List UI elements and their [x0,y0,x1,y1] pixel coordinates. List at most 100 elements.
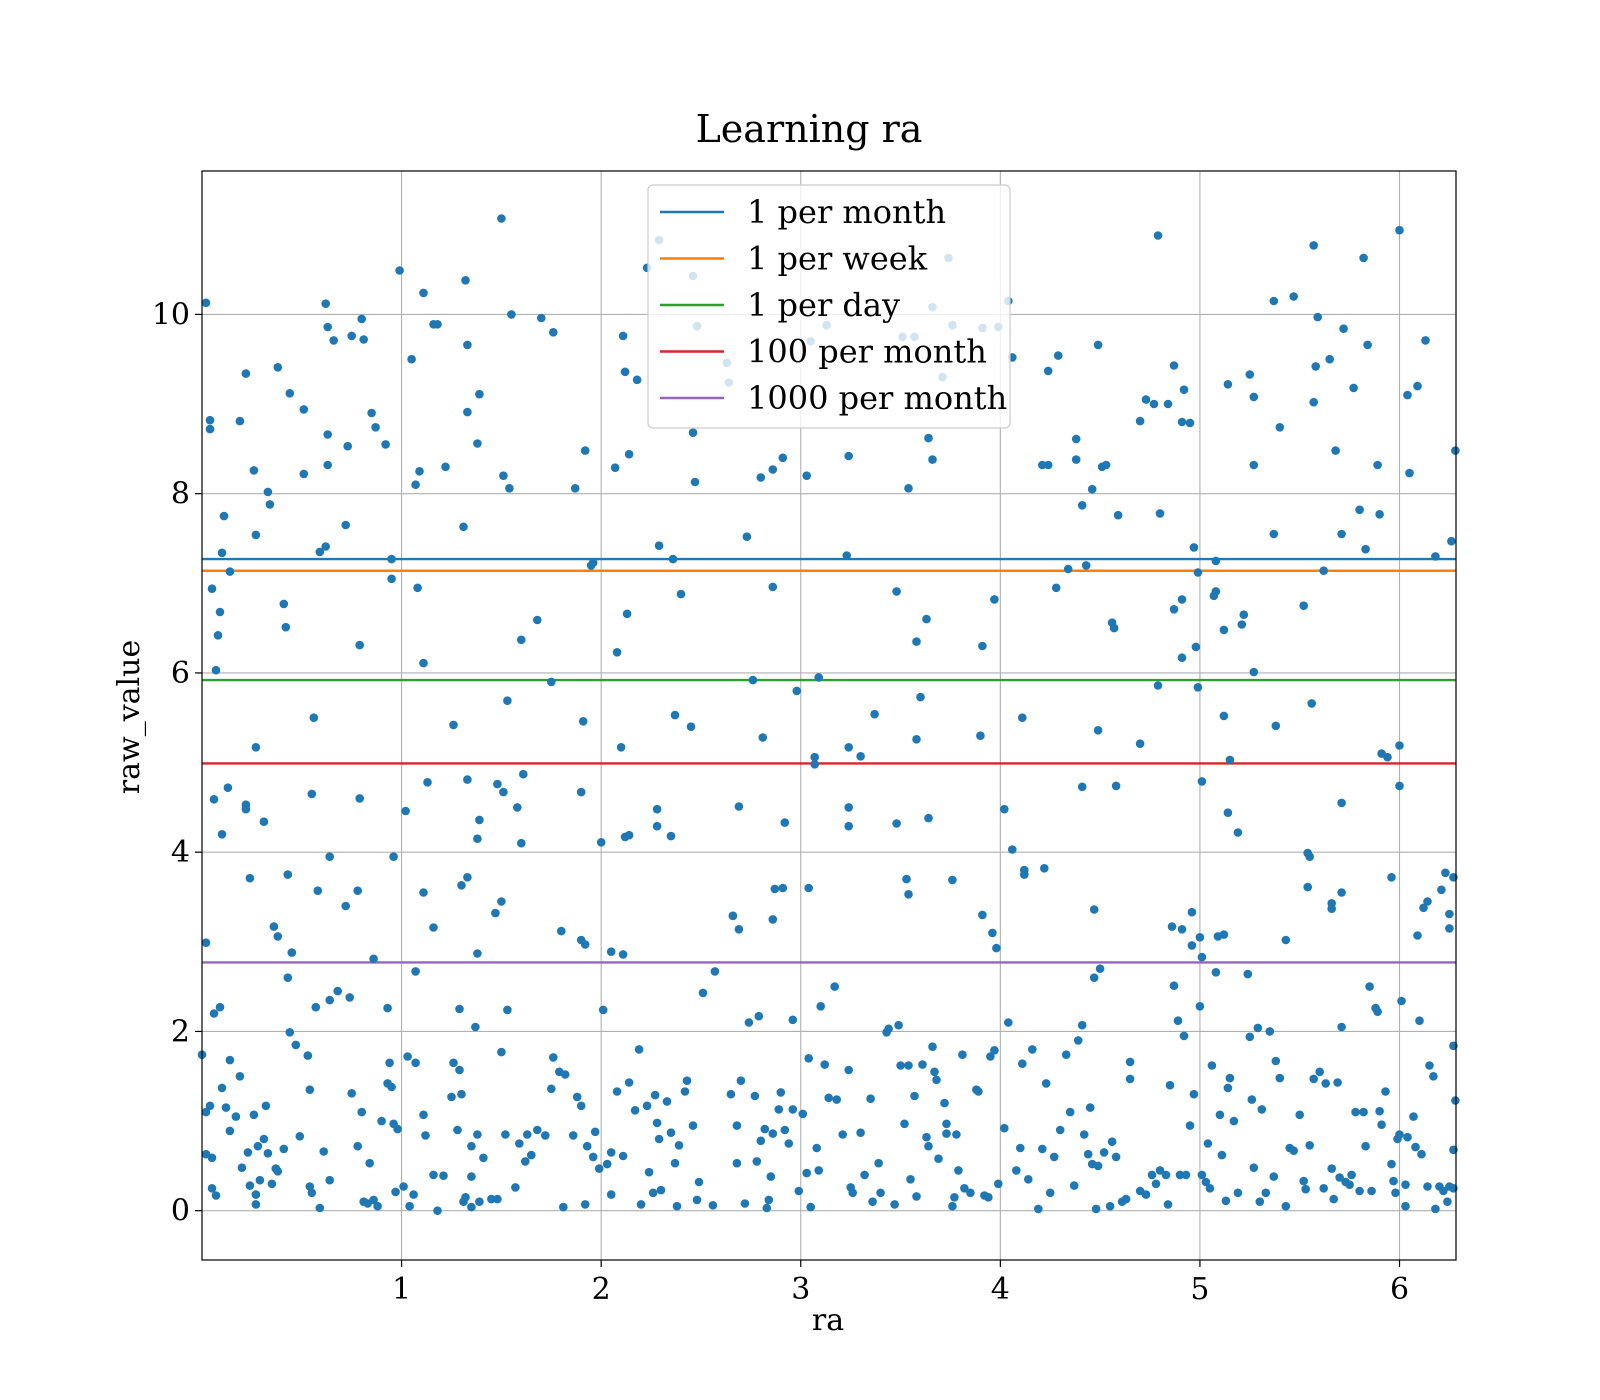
scatter-point [373,1201,382,1211]
scatter-point [319,1147,329,1156]
scatter-point [958,1050,967,1059]
scatter-point [1347,1170,1356,1180]
scatter-point [682,1076,692,1085]
scatter-point [211,665,221,675]
scatter-point [1000,1123,1009,1133]
scatter-point [475,815,484,825]
scatter-point [429,923,438,932]
scatter-point [1173,1016,1183,1025]
scatter-point [1375,1106,1384,1116]
scatter-point [1169,605,1179,614]
scatter-point [387,574,396,584]
scatter-point [860,1170,869,1180]
scatter-point [904,1061,913,1070]
scatter-point [804,883,813,893]
scatter-point [1445,909,1454,919]
scatter-point [1333,1078,1342,1087]
scatter-point [748,675,758,685]
scatter-point [411,480,420,490]
scatter-point [1179,1031,1189,1041]
scatter-point [560,1070,570,1079]
scatter-point [387,554,396,564]
scatter-point [924,1141,933,1151]
scatter-point [778,883,788,893]
scatter-point [594,1164,604,1173]
y-axis-ticks: 0 2 4 6 8 10 [152,297,202,1229]
scatter-point [1301,1184,1310,1194]
scatter-point [1409,1112,1418,1121]
scatter-point [1028,1045,1037,1054]
scatter-point [493,1194,502,1204]
scatter-point [656,1185,666,1195]
scatter-point [215,607,225,617]
x-tick-label: 2 [592,1272,611,1307]
scatter-point [1271,721,1281,731]
scatter-point [1439,1186,1448,1196]
scatter-point [580,446,590,455]
scatter-point [1415,1016,1424,1025]
scatter-point [900,1119,909,1129]
legend-label: 1 per day [747,286,900,324]
scatter-point [517,635,526,645]
scatter-point [824,1093,833,1103]
scatter-point [780,818,790,827]
scatter-point [1113,510,1123,520]
scatter-point [894,1020,903,1030]
scatter-point [676,589,686,599]
scatter-point [814,1166,823,1175]
scatter-point [934,1154,943,1163]
scatter-point [1395,781,1404,791]
scatter-point [1451,446,1460,455]
scatter-point [1309,397,1318,407]
scatter-point [205,415,215,425]
scatter-point [369,1195,378,1205]
scatter-point [1125,1074,1135,1084]
scatter-point [670,1158,680,1168]
scatter-point [1349,383,1358,393]
scatter-point [1153,681,1163,690]
scatter-point [740,1199,750,1208]
scatter-point [467,1172,476,1181]
scatter-point [1093,1161,1103,1171]
scatter-point [954,1166,963,1175]
scatter-point [990,1046,999,1055]
scatter-point [287,948,297,957]
scatter-point [421,1131,430,1140]
scatter-point [1195,933,1205,942]
x-tick-label: 6 [1390,1272,1409,1307]
scatter-point [279,1144,289,1154]
scatter-point [517,838,526,848]
scatter-point [457,1089,466,1099]
scatter-point [1147,1170,1157,1180]
scatter-point [303,1051,313,1060]
scatter-point [1221,1196,1231,1206]
scatter-point [223,783,233,792]
x-tick-label: 1 [392,1272,411,1307]
scatter-point [249,1110,259,1120]
scatter-point [848,1188,857,1198]
scatter-point [1151,1179,1161,1189]
scatter-point [241,369,251,378]
legend-box [647,184,1011,429]
scatter-point [756,473,766,482]
scatter-point [688,1121,698,1130]
scatter-point [1093,340,1103,350]
scatter-point [1245,1032,1255,1042]
scatter-point [217,1083,227,1093]
scatter-point [259,817,269,826]
scatter-point [1335,1173,1344,1182]
scatter-point [756,1136,766,1146]
scatter-point [235,1072,245,1081]
scatter-point [868,1197,877,1206]
scatter-point [1361,544,1370,554]
scatter-point [1225,1073,1235,1083]
scatter-point [473,834,482,843]
scatter-point [1111,781,1121,791]
scatter-point [694,1177,704,1187]
scatter-point [1185,418,1195,428]
scatter-point [1223,808,1233,817]
scatter-point [598,1005,608,1015]
scatter-point [762,1203,772,1213]
scatter-point [521,1157,530,1166]
scatter-point [1219,625,1229,635]
